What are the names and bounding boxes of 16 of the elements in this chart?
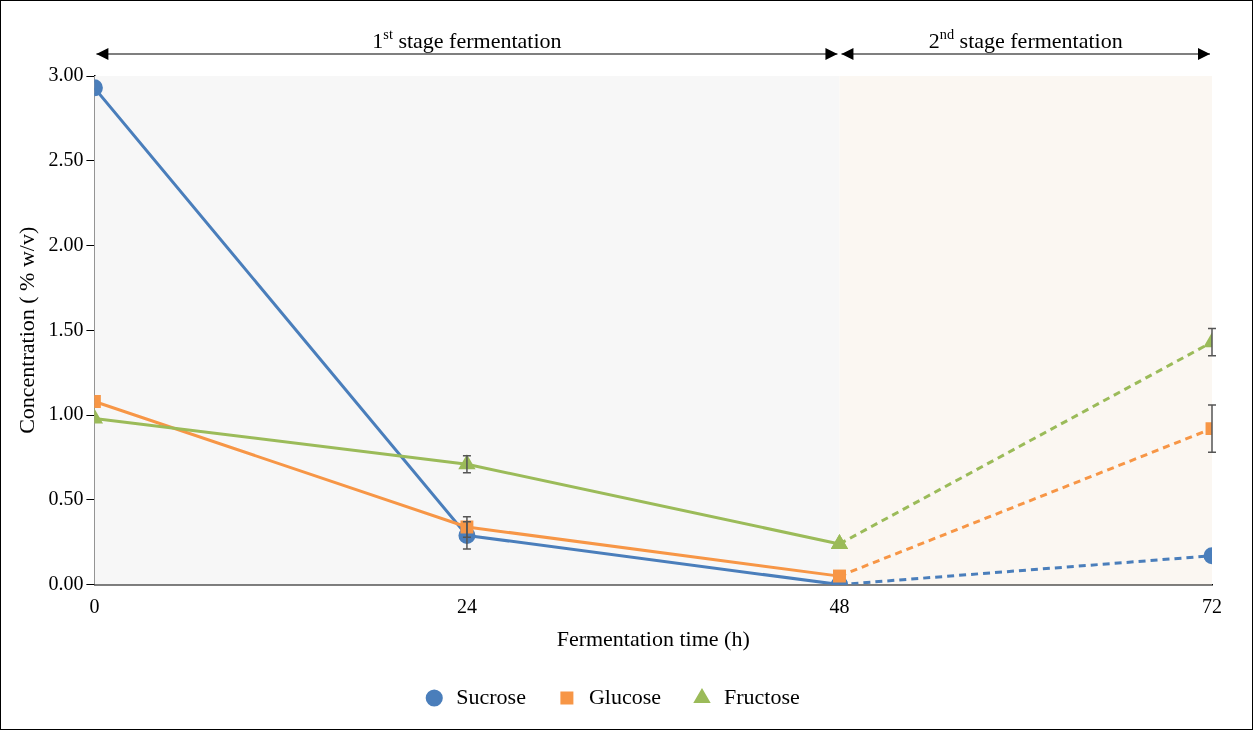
x-tick-label: 24 <box>456 594 477 617</box>
x-tick-label: 72 <box>1202 594 1222 617</box>
x-tick-label: 0 <box>89 594 100 617</box>
y-tick-label: 2.50 <box>48 148 84 171</box>
y-tick-label: 1.50 <box>48 317 84 340</box>
y-axis-title: Concentration ( % w/v) <box>13 226 39 434</box>
y-tick-label: 3.00 <box>48 63 84 86</box>
legend-label: Sucrose <box>456 683 526 709</box>
y-tick-label: 1.00 <box>48 402 84 425</box>
y-tick-label: 0.50 <box>48 487 84 510</box>
y-tick-label: 2.00 <box>48 232 84 255</box>
x-axis-title: Fermentation time (h) <box>556 625 750 651</box>
y-tick-label: 0.00 <box>48 571 84 594</box>
legend-label: Fructose <box>723 683 800 709</box>
legend-label: Glucose <box>588 683 661 709</box>
x-tick-label: 48 <box>829 594 850 617</box>
